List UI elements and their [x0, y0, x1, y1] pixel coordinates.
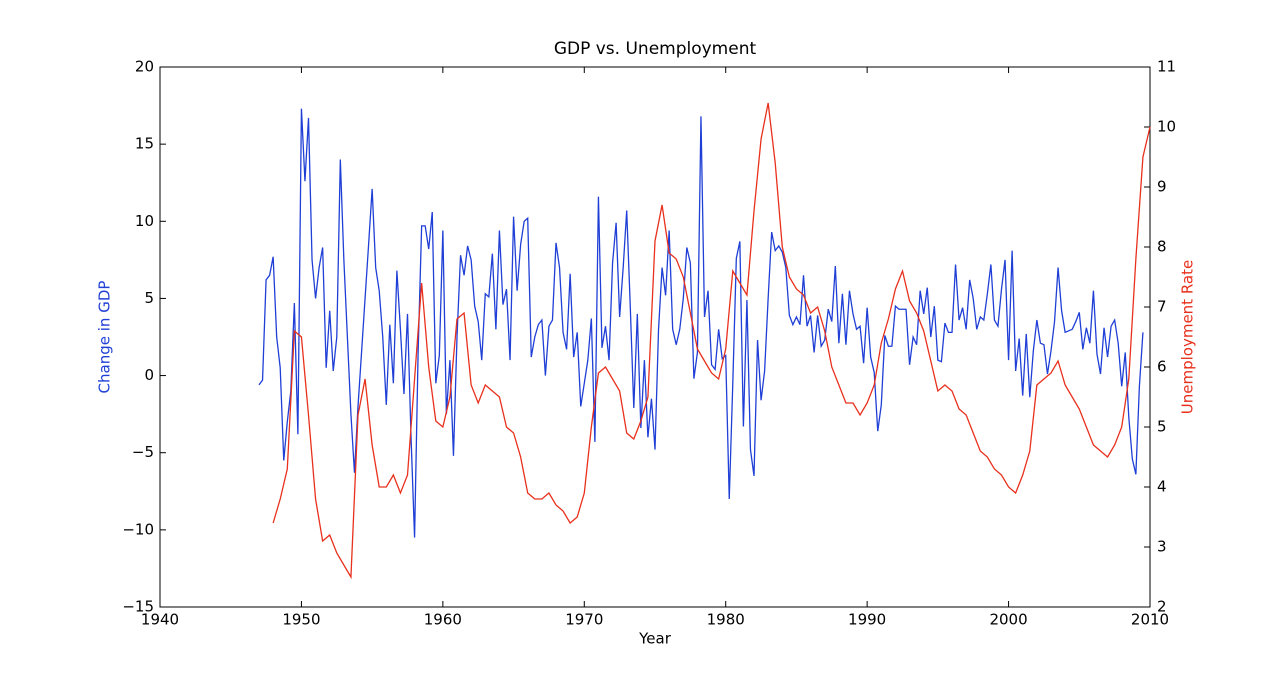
y2-axis-label: Unemployment Rate	[1179, 260, 1197, 414]
y2-tick-label: 5	[1157, 418, 1167, 436]
x-tick-label: 2010	[1131, 611, 1169, 629]
x-tick-label: 1960	[424, 611, 462, 629]
y2-tick-label: 6	[1157, 358, 1167, 376]
y2-tick-label: 4	[1157, 478, 1167, 496]
y-tick-label: 20	[135, 58, 154, 76]
y-tick-label: 15	[135, 135, 154, 153]
y-tick-label: 0	[144, 366, 154, 384]
data-line	[272, 102, 1151, 580]
x-tick-label: 1950	[282, 611, 320, 629]
y2-tick-label: 3	[1157, 538, 1167, 556]
plot-frame	[159, 66, 1151, 608]
x-tick-label: 1980	[707, 611, 745, 629]
y2-tick-label: 11	[1157, 58, 1176, 76]
x-tick-label: 1970	[565, 611, 603, 629]
y-axis-label: Change in GDP	[96, 281, 114, 394]
data-line	[258, 108, 1144, 538]
chart-title: GDP vs. Unemployment	[554, 39, 757, 59]
y2-tick-label: 9	[1157, 178, 1167, 196]
y2-tick-label: 2	[1157, 598, 1167, 616]
y-tick-label: −10	[122, 520, 154, 538]
y2-tick-label: 7	[1157, 298, 1167, 316]
x-tick-label: 1940	[141, 611, 179, 629]
y-tick-label: −5	[132, 443, 154, 461]
y2-tick-label: 10	[1157, 118, 1176, 136]
x-axis-label: Year	[638, 630, 672, 648]
x-tick-label: 2000	[989, 611, 1027, 629]
y-tick-label: 5	[144, 289, 154, 307]
x-tick-label: 1990	[848, 611, 886, 629]
y-tick-label: 10	[135, 212, 154, 230]
y2-tick-label: 8	[1157, 238, 1167, 256]
y-tick-label: −15	[122, 598, 154, 616]
